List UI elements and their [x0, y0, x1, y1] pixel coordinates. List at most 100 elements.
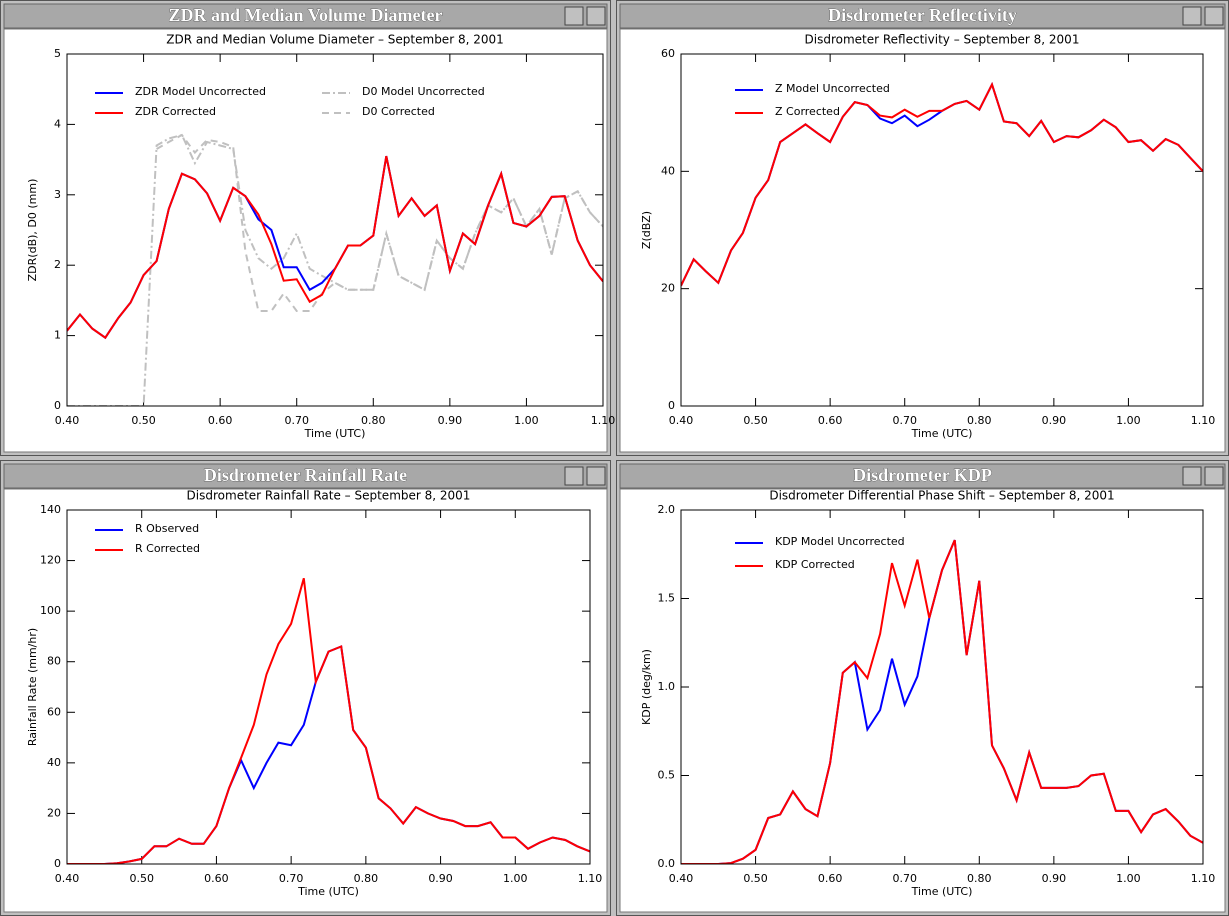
window-button[interactable]: [564, 466, 584, 486]
window-button[interactable]: [564, 6, 584, 26]
y-axis-label: Z(dBZ): [640, 211, 653, 249]
window: Disdrometer KDP Disdrometer Differential …: [616, 460, 1229, 916]
legend-label: R Corrected: [135, 542, 200, 555]
window-button[interactable]: [1204, 466, 1224, 486]
y-tick-label: 5: [54, 47, 61, 60]
y-tick-label: 0: [668, 399, 675, 412]
window-button[interactable]: [1182, 466, 1202, 486]
y-axis-label: ZDR(dB), D0 (mm): [26, 179, 39, 282]
y-axis-label: KDP (deg/km): [640, 649, 653, 725]
title-bar: [619, 463, 1226, 489]
y-tick-label: 100: [40, 604, 61, 617]
y-tick-label: 120: [40, 554, 61, 567]
legend-label: Z Model Uncorrected: [775, 82, 890, 95]
x-axis-label: Time (UTC): [911, 885, 973, 898]
series-line: [67, 155, 603, 340]
x-tick-label: 1.00: [503, 872, 528, 885]
window-button[interactable]: [586, 466, 606, 486]
x-axis-label: Time (UTC): [911, 427, 973, 440]
x-tick-label: 0.60: [204, 872, 229, 885]
x-tick-label: 0.60: [818, 872, 843, 885]
y-tick-label: 40: [661, 164, 675, 177]
y-tick-label: 0: [54, 399, 61, 412]
legend-label: Z Corrected: [775, 105, 840, 118]
x-tick-label: 0.50: [743, 872, 768, 885]
x-tick-label: 0.50: [131, 414, 156, 427]
legend-label: D0 Model Uncorrected: [362, 85, 485, 98]
y-tick-label: 80: [47, 655, 61, 668]
plot-frame: [680, 53, 1204, 407]
series-line: [156, 133, 603, 312]
y-tick-label: 60: [47, 705, 61, 718]
plot-canvas: [619, 488, 1226, 913]
legend-label: R Observed: [135, 522, 199, 535]
legend-label: KDP Corrected: [775, 558, 855, 571]
y-tick-label: 1.0: [658, 680, 676, 693]
window-button[interactable]: [586, 6, 606, 26]
plot-frame: [66, 509, 591, 865]
y-tick-label: 4: [54, 117, 61, 130]
x-tick-label: 0.80: [361, 414, 386, 427]
x-axis-label: Time (UTC): [297, 885, 359, 898]
title-bar: [3, 3, 608, 29]
plot-canvas: [3, 488, 608, 913]
window-button[interactable]: [1204, 6, 1224, 26]
x-tick-label: 0.40: [669, 872, 694, 885]
x-tick-label: 0.90: [1042, 414, 1067, 427]
window: ZDR and Median Volume Diameter ZDR and Me…: [0, 0, 616, 456]
x-tick-label: 0.40: [669, 414, 694, 427]
x-tick-label: 0.70: [284, 414, 309, 427]
y-tick-label: 40: [47, 756, 61, 769]
x-tick-label: 1.00: [1116, 414, 1141, 427]
series-line: [67, 133, 603, 406]
y-tick-label: 20: [47, 806, 61, 819]
x-tick-label: 1.00: [514, 414, 539, 427]
y-axis-label: Rainfall Rate (mm/hr): [26, 628, 39, 746]
y-tick-label: 1: [54, 329, 61, 342]
x-tick-label: 1.10: [1191, 414, 1216, 427]
series-line: [681, 539, 1203, 864]
window-button[interactable]: [1182, 6, 1202, 26]
x-tick-label: 0.80: [967, 872, 992, 885]
y-tick-label: 140: [40, 503, 61, 516]
y-tick-label: 2: [54, 258, 61, 271]
chart-title: Disdrometer Rainfall Rate – September 8,…: [187, 489, 471, 503]
plot-canvas: [3, 28, 608, 453]
legend-label: ZDR Corrected: [135, 105, 216, 118]
x-tick-label: 0.70: [892, 414, 917, 427]
y-tick-label: 0: [54, 857, 61, 870]
x-tick-label: 0.80: [967, 414, 992, 427]
title-bar: [619, 3, 1226, 29]
x-tick-label: 0.40: [55, 872, 80, 885]
window: Disdrometer Reflectivity Disdrometer Refl…: [616, 0, 1229, 456]
x-tick-label: 0.50: [129, 872, 154, 885]
x-tick-label: 1.10: [1191, 872, 1216, 885]
series-line: [67, 578, 590, 864]
y-tick-label: 0.5: [658, 769, 676, 782]
plot-frame: [66, 53, 604, 407]
y-tick-label: 0.0: [658, 857, 676, 870]
x-tick-label: 0.80: [354, 872, 379, 885]
legend-label: KDP Model Uncorrected: [775, 535, 905, 548]
y-tick-label: 20: [661, 282, 675, 295]
x-tick-label: 0.70: [892, 872, 917, 885]
x-tick-label: 0.60: [818, 414, 843, 427]
window-title: Disdrometer Rainfall Rate: [204, 465, 407, 485]
x-tick-label: 0.90: [438, 414, 463, 427]
title-bar: [3, 463, 608, 489]
window-title: Disdrometer Reflectivity: [828, 5, 1017, 25]
chart-title: Disdrometer Reflectivity – September 8, …: [805, 33, 1080, 47]
x-tick-label: 0.90: [1042, 872, 1067, 885]
chart-title: ZDR and Median Volume Diameter – Septemb…: [166, 33, 504, 47]
window-title: ZDR and Median Volume Diameter: [169, 5, 443, 25]
y-tick-label: 60: [661, 47, 675, 60]
y-tick-label: 3: [54, 188, 61, 201]
x-tick-label: 0.70: [279, 872, 304, 885]
x-tick-label: 0.60: [208, 414, 233, 427]
x-tick-label: 1.10: [591, 414, 616, 427]
y-tick-label: 2.0: [658, 503, 676, 516]
x-tick-label: 0.50: [743, 414, 768, 427]
x-tick-label: 1.10: [578, 872, 603, 885]
window-title: Disdrometer KDP: [853, 465, 992, 485]
x-tick-label: 0.90: [428, 872, 453, 885]
